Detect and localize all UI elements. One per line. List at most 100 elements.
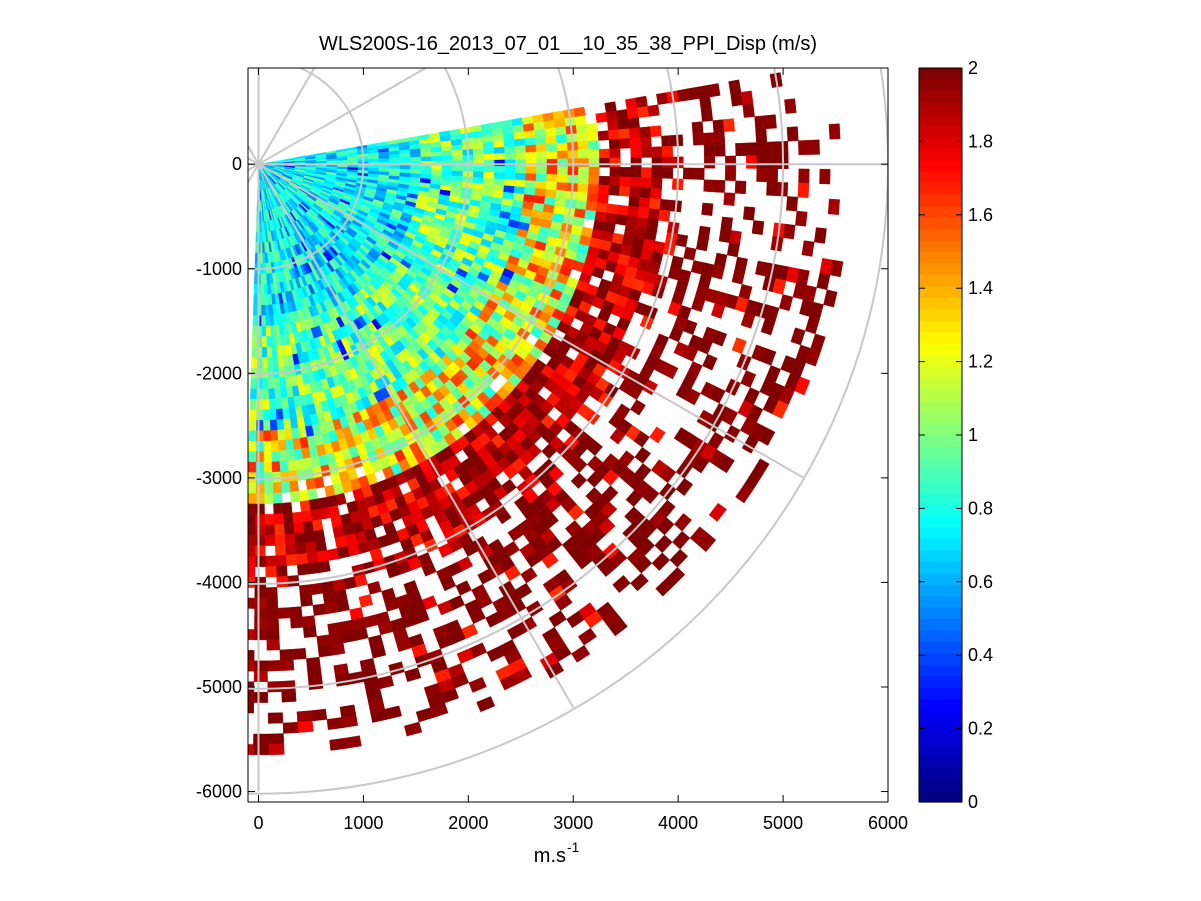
scan-cell	[494, 153, 506, 161]
scan-cell	[255, 472, 265, 484]
scan-cell	[712, 330, 728, 347]
scan-cell	[718, 228, 732, 243]
colorbar-band	[919, 205, 962, 218]
scan-cell	[280, 680, 296, 692]
scan-cell	[710, 303, 726, 319]
grid-spoke	[257, 163, 575, 708]
scan-cell	[341, 630, 357, 644]
scan-cell	[635, 95, 648, 109]
colorbar-band	[919, 549, 962, 562]
scan-cell	[609, 176, 621, 187]
scan-cell	[255, 482, 265, 494]
scan-cell	[609, 167, 621, 178]
scan-cell	[609, 157, 621, 168]
colorbar-band	[919, 320, 962, 333]
colorbar-band	[919, 423, 962, 436]
scan-cell	[630, 147, 642, 158]
scan-cell	[555, 189, 568, 200]
scan-cell	[265, 587, 278, 599]
scan-cell	[598, 559, 617, 577]
scan-cell	[275, 555, 287, 567]
scan-cell	[276, 418, 285, 431]
colorbar-band	[919, 308, 962, 321]
scan-cell	[252, 325, 258, 337]
scan-cell	[270, 440, 279, 452]
scan-cell	[275, 408, 284, 420]
scan-cell	[639, 187, 652, 199]
scan-cell	[604, 212, 618, 224]
scan-cell	[483, 147, 495, 155]
scan-cell	[324, 601, 338, 615]
scan-cell	[255, 409, 264, 421]
scan-cell	[441, 165, 453, 172]
axis-ticks: 0 1000 2000 3000 4000 5000 6000 0 -1000 -2000 -300…	[196, 68, 908, 833]
scan-cell	[534, 188, 547, 197]
scan-cell	[273, 502, 284, 515]
scan-cell	[503, 178, 516, 187]
scan-cell	[260, 294, 265, 306]
scan-cell	[254, 597, 267, 609]
scan-cell	[675, 478, 694, 496]
scan-cells	[248, 72, 844, 756]
scan-cell	[546, 166, 558, 175]
colorbar-band	[919, 492, 962, 505]
scan-cell	[700, 108, 714, 122]
colorbar-tick-label: 1	[968, 425, 978, 445]
scan-cell	[248, 744, 254, 756]
scan-cell	[282, 721, 299, 734]
scan-cell	[284, 533, 296, 546]
scan-cell	[485, 611, 503, 628]
scan-cell	[794, 376, 811, 396]
scan-cell	[784, 98, 797, 114]
scan-cell	[578, 158, 590, 168]
scan-cell	[647, 104, 660, 117]
scan-cell	[254, 545, 266, 557]
scan-cell	[267, 681, 282, 693]
scan-cell	[682, 167, 695, 180]
y-tick-label: -6000	[196, 782, 242, 802]
scan-cell	[263, 294, 269, 306]
colorbar-band	[919, 285, 962, 298]
scan-cell	[287, 575, 300, 587]
scan-cell	[740, 90, 754, 106]
plot-area: 0 1000 2000 3000 4000 5000 6000 0 -1000 -2000 -300…	[196, 67, 908, 833]
scan-cell	[261, 357, 268, 369]
scan-cell	[577, 149, 590, 159]
colorbar-band	[919, 366, 962, 379]
colorbar-band	[919, 652, 962, 665]
scan-cell	[370, 708, 388, 723]
scan-cell	[368, 158, 380, 163]
scan-cell	[267, 712, 284, 724]
scan-cell	[588, 175, 600, 186]
colorbar-band	[919, 584, 962, 597]
scan-cell	[742, 206, 756, 221]
scan-cell	[649, 198, 662, 211]
scan-cell	[279, 648, 294, 661]
scan-cell	[483, 159, 495, 167]
colorbar-band	[919, 641, 962, 654]
scan-cell	[798, 139, 810, 156]
scan-cell	[271, 461, 281, 473]
scan-cell	[786, 196, 799, 212]
scan-cell	[437, 600, 454, 616]
scan-cell	[248, 650, 255, 662]
scan-cell	[290, 616, 304, 629]
colorbar-band	[919, 354, 962, 367]
scan-cell	[279, 387, 288, 399]
scan-cell	[714, 252, 728, 268]
scan-cell	[307, 488, 318, 501]
scan-cell	[595, 202, 608, 214]
scan-cell	[264, 492, 274, 505]
scan-cell	[797, 182, 810, 198]
scan-cell	[483, 153, 495, 161]
scan-cell	[597, 193, 609, 205]
x-axis-label: m.s -1	[534, 839, 580, 867]
scan-cell	[284, 543, 297, 556]
scan-cell	[766, 181, 778, 197]
scan-cell	[267, 377, 275, 390]
scan-cell	[254, 524, 266, 536]
colorbar-band	[919, 721, 962, 734]
scan-cell	[260, 315, 266, 327]
colorbar-ticks: 0 0.2 0.4 0.6 0.8 1 1.2 1.4 1.6 1.8 2	[919, 58, 993, 812]
scan-cell	[248, 524, 256, 536]
